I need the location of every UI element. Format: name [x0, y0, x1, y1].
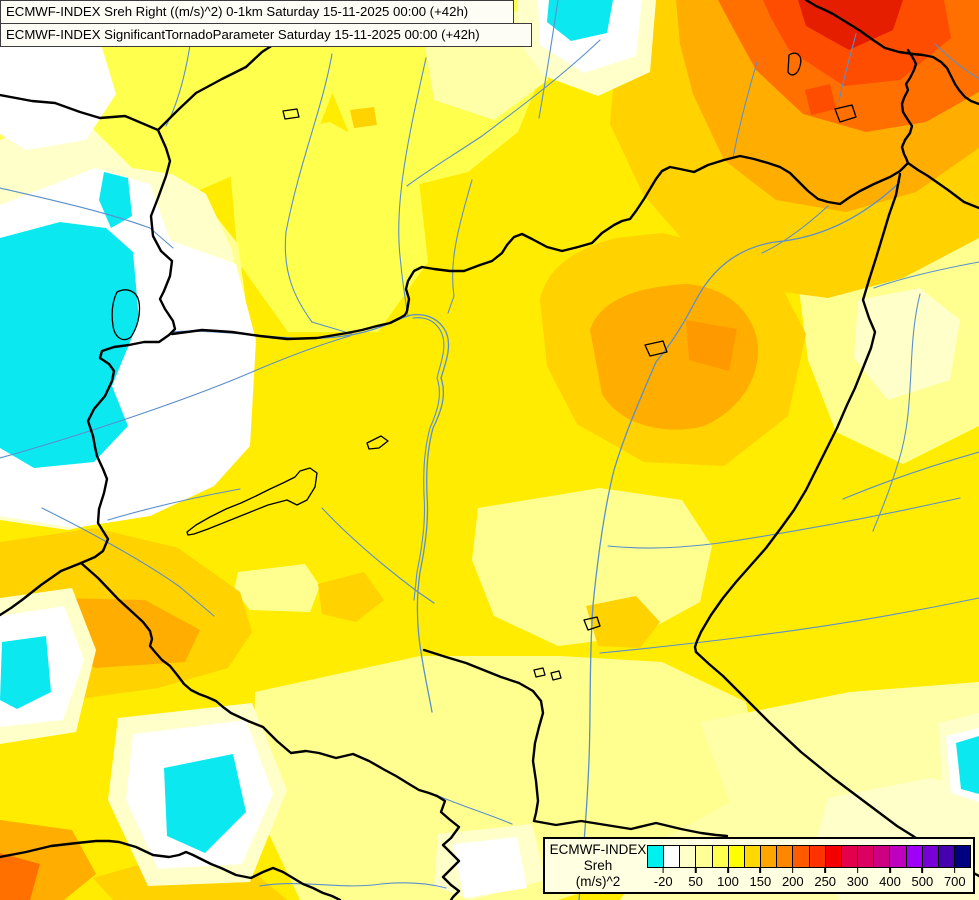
colorbar-tick-mark [792, 868, 794, 873]
colorbar-cell [727, 846, 744, 867]
colorbar-tick-label: 300 [846, 874, 869, 889]
colorbar-cell [953, 846, 971, 867]
colorbar-tick: 50 [688, 868, 703, 889]
legend-units: (m/s)^2 [575, 874, 621, 889]
legend-box: ECMWF-INDEX Sreh (m/s)^2 -20 50 100 150 200 2… [543, 837, 975, 894]
map-title-line2: ECMWF-INDEX SignificantTornadoParameter … [0, 23, 532, 47]
colorbar-tick-mark [954, 868, 956, 873]
colorbar-tick-label: 150 [749, 874, 772, 889]
colorbar-tick-label: -20 [653, 874, 673, 889]
lake-balaton-outline [186, 467, 318, 536]
colorbar-cell [937, 846, 954, 867]
colorbar-tick: 700 [944, 868, 966, 889]
colorbar-tick-label: 500 [911, 874, 934, 889]
colorbar-tick-label: 250 [814, 874, 837, 889]
lake-velence-outline [366, 435, 389, 450]
colorbar-tick-mark [921, 868, 924, 873]
title-line1-text: ECMWF-INDEX Sreh Right ((m/s)^2) 0-1km S… [6, 4, 469, 19]
colorbar-tick-mark [856, 868, 859, 873]
colorbar-cell [776, 846, 793, 867]
colorbar-tick-label: 100 [717, 874, 739, 889]
contour-fill-layer-cyan [0, 0, 979, 853]
legend-product: ECMWF-INDEX [549, 842, 647, 857]
colorbar-cell [840, 846, 858, 867]
colorbar-tick-mark [694, 868, 697, 873]
colorbar-cell [857, 846, 874, 867]
colorbar-cell [663, 846, 680, 867]
lake-layer [111, 52, 857, 681]
colorbar-cell [695, 846, 712, 867]
legend-label: ECMWF-INDEX Sreh (m/s)^2 [547, 842, 649, 890]
colorbar-tick: 200 [782, 868, 804, 889]
lake-neusiedl-outline [111, 289, 141, 341]
colorbar-tick-mark [662, 868, 664, 873]
lake-tisza-outline [644, 340, 668, 357]
colorbar-tick: 150 [749, 868, 772, 889]
colorbar-tick-label: 400 [879, 874, 901, 889]
colorbar-tick-mark [727, 868, 729, 873]
colorbar-tick-mark [889, 868, 891, 873]
colorbar-tick: -20 [654, 868, 673, 889]
colorbar-tick-mark [759, 868, 762, 873]
colorbar-tick-mark [824, 868, 826, 873]
colorbar-cell [921, 846, 938, 867]
colorbar-tick: 250 [814, 868, 836, 889]
colorbar-cell [760, 846, 777, 867]
colorbar-tick-label: 700 [943, 874, 966, 889]
colorbar-cell [889, 846, 906, 867]
colorbar-cell [824, 846, 841, 867]
colorbar-tick-label: 200 [781, 874, 804, 889]
colorbar-tick: 100 [717, 868, 739, 889]
colorbar-cell [648, 846, 664, 867]
title-line2-text: ECMWF-INDEX SignificantTornadoParameter … [6, 27, 480, 42]
colorbar-cell [873, 846, 890, 867]
colorbar-cell [711, 846, 728, 867]
colorbar-cell [679, 846, 696, 867]
colorbar-ticks: -20 50 100 150 200 250 300 400 500 700 [647, 868, 971, 892]
colorbar-cell [743, 846, 761, 867]
colorbar-tick-label: 50 [688, 874, 703, 889]
colorbar-tick: 400 [879, 868, 901, 889]
colorbar-tick: 300 [846, 868, 869, 889]
colorbar-cell [808, 846, 825, 867]
colorbar [647, 845, 971, 868]
legend-parameter: Sreh [583, 858, 613, 873]
map-title-line1: ECMWF-INDEX Sreh Right ((m/s)^2) 0-1km S… [0, 0, 514, 24]
colorbar-cell [792, 846, 809, 867]
colorbar-cell [905, 846, 922, 867]
colorbar-tick: 500 [911, 868, 934, 889]
